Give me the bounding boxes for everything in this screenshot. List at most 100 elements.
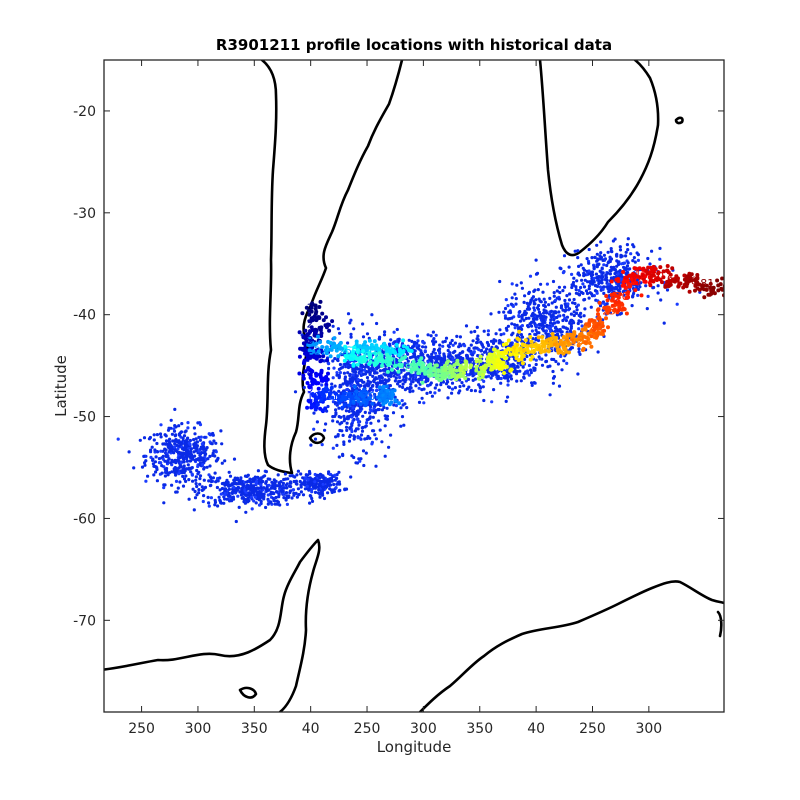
profile-point <box>309 305 314 310</box>
historical-point <box>518 319 523 323</box>
historical-point <box>595 252 599 256</box>
historical-point <box>469 330 473 334</box>
profile-point <box>419 356 424 361</box>
historical-point <box>195 484 199 489</box>
historical-point <box>650 249 654 253</box>
historical-point <box>462 384 466 388</box>
profile-point <box>478 354 483 359</box>
historical-point <box>361 449 366 453</box>
profile-point <box>565 338 570 343</box>
historical-point <box>361 364 365 369</box>
historical-point <box>299 472 303 476</box>
historical-point <box>235 478 239 482</box>
profile-point <box>482 369 487 374</box>
historical-point <box>348 372 352 377</box>
historical-point <box>290 496 294 500</box>
historical-point <box>589 305 593 309</box>
historical-point <box>577 288 581 293</box>
profile-point <box>616 277 621 281</box>
historical-point <box>321 482 325 486</box>
historical-point <box>527 363 532 368</box>
historical-point <box>492 388 496 392</box>
historical-point <box>454 354 458 358</box>
historical-point <box>486 343 491 348</box>
profile-point <box>612 307 617 312</box>
historical-point <box>583 297 587 302</box>
profile-point <box>481 372 486 377</box>
historical-point <box>163 483 167 487</box>
historical-point <box>521 365 525 369</box>
historical-point <box>587 261 591 265</box>
historical-point <box>470 353 474 357</box>
historical-point <box>298 479 302 484</box>
historical-point <box>550 349 554 353</box>
profile-point <box>307 385 312 389</box>
profile-number-label: 30 <box>362 344 376 357</box>
profile-point <box>319 331 324 336</box>
historical-point <box>602 263 606 267</box>
historical-point <box>453 386 457 390</box>
historical-point <box>216 504 220 508</box>
profile-number-label: 1 <box>307 302 314 315</box>
historical-point <box>172 429 177 433</box>
coastline-antarctica-east <box>418 580 724 712</box>
historical-point <box>328 487 332 491</box>
profile-point <box>620 302 625 307</box>
historical-point <box>430 394 434 398</box>
historical-point <box>164 453 168 457</box>
historical-point <box>274 490 279 494</box>
historical-point <box>358 406 362 410</box>
historical-point <box>161 454 165 458</box>
historical-point <box>310 487 314 492</box>
historical-point <box>538 357 542 361</box>
historical-point <box>179 469 183 473</box>
profile-point <box>317 305 322 309</box>
profile-point <box>540 335 545 339</box>
historical-point <box>296 487 300 491</box>
profile-point <box>356 348 360 353</box>
historical-point <box>498 279 502 284</box>
historical-point <box>341 452 345 456</box>
historical-point <box>534 328 538 332</box>
historical-point <box>503 314 507 318</box>
profile-number-label: 60 <box>650 270 664 283</box>
profile-point <box>342 402 347 407</box>
historical-point <box>412 344 416 348</box>
historical-point <box>372 406 376 410</box>
historical-point <box>575 308 579 312</box>
profile-point <box>595 333 600 338</box>
profile-point <box>442 372 447 377</box>
profile-point <box>397 362 402 367</box>
historical-point <box>658 257 662 261</box>
profile-point <box>519 357 524 362</box>
profile-point <box>368 396 372 401</box>
historical-point <box>281 486 285 490</box>
historical-point <box>638 285 642 289</box>
historical-point <box>448 341 453 345</box>
historical-point <box>284 477 288 481</box>
historical-point <box>197 435 201 439</box>
historical-point <box>608 255 612 259</box>
profile-point <box>394 342 399 347</box>
profile-point <box>368 360 373 364</box>
historical-point <box>190 466 194 470</box>
historical-point <box>525 307 530 311</box>
profile-number-label: 6 <box>486 352 493 365</box>
historical-point <box>346 371 350 375</box>
profile-point <box>501 365 506 370</box>
historical-point <box>345 417 349 421</box>
profile-point <box>634 281 639 285</box>
historical-point <box>433 386 437 390</box>
historical-point <box>433 391 437 395</box>
historical-point <box>568 292 572 296</box>
profile-point <box>322 376 327 381</box>
historical-point <box>561 271 566 275</box>
profile-point <box>580 348 585 352</box>
historical-point <box>389 433 393 437</box>
profile-point <box>488 358 493 363</box>
historical-point <box>337 367 341 371</box>
historical-point <box>486 333 490 337</box>
historical-point <box>326 491 330 495</box>
historical-point <box>429 334 433 338</box>
profile-point <box>319 398 324 403</box>
